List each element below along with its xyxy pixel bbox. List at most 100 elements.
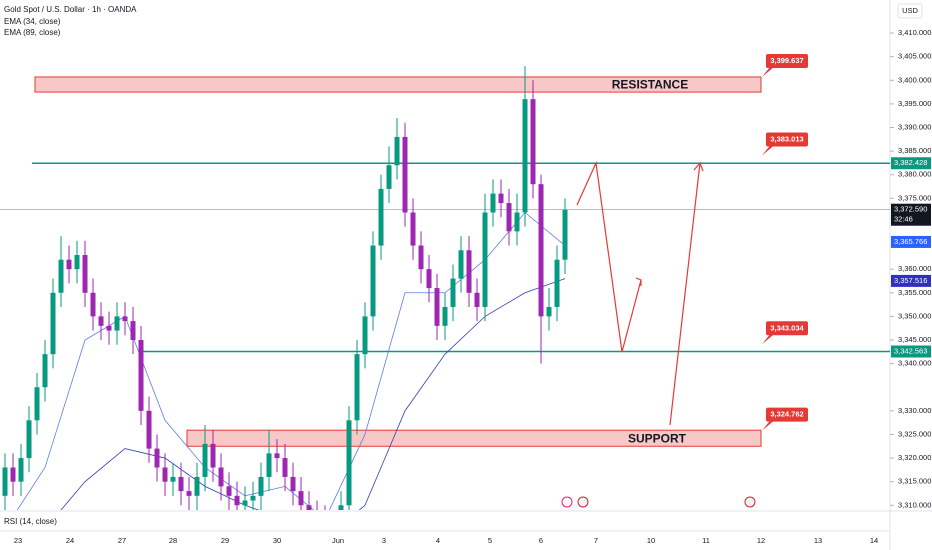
- zone-label: RESISTANCE: [612, 78, 688, 92]
- candle-body: [170, 476, 176, 482]
- ema-line: [60, 278, 566, 510]
- y-tick-label: 3,395.000: [898, 99, 931, 108]
- x-tick-label: 23: [14, 536, 22, 545]
- overlay: [561, 160, 756, 508]
- callout: [766, 132, 808, 147]
- candle-body: [98, 316, 104, 326]
- candle-body: [354, 354, 360, 421]
- price-badge: [891, 345, 931, 358]
- callout-label: 3,399.637: [770, 56, 803, 65]
- candle-body: [482, 212, 488, 307]
- candle-body: [258, 476, 264, 496]
- candle-body: [202, 443, 208, 477]
- x-tick-label: 27: [118, 536, 126, 545]
- ema-badge-label: 3,357.516: [894, 276, 927, 285]
- candle-body: [50, 292, 56, 355]
- projection-arrow: [576, 160, 642, 353]
- y-tick-label: 3,320.000: [898, 453, 931, 462]
- indicator-label: EMA (89, close): [4, 28, 61, 37]
- candle-body: [242, 500, 248, 506]
- candle-body: [82, 255, 88, 293]
- y-tick-label: 3,360.000: [898, 264, 931, 273]
- ema-badge: [891, 274, 931, 287]
- callout: [766, 407, 808, 422]
- candle-body: [146, 410, 152, 449]
- candle-body: [90, 292, 96, 317]
- callout-pointer: [762, 145, 774, 156]
- candle-body: [282, 458, 288, 477]
- zone-label: SUPPORT: [628, 431, 687, 445]
- ema-badge-label: 3,365.766: [894, 237, 927, 246]
- candle-body: [426, 269, 432, 289]
- price-badge-label: 3,382.428: [894, 158, 927, 167]
- currency-button[interactable]: [897, 3, 923, 19]
- candle-body: [42, 354, 48, 388]
- callout-pointer: [762, 334, 774, 345]
- x-tick-label: Jun: [332, 536, 344, 545]
- price-badge: [891, 157, 931, 170]
- event-icon[interactable]: [744, 496, 756, 508]
- zone: [34, 76, 762, 93]
- candle-body: [186, 491, 192, 496]
- y-tick-label: 3,385.000: [898, 146, 931, 155]
- zone: [186, 429, 762, 447]
- projection-arrow: [669, 162, 701, 426]
- candle-body: [554, 259, 560, 307]
- x-tick-label: 3: [382, 536, 386, 545]
- x-tick-label: 4: [436, 536, 440, 545]
- y-tick-label: 3,400.000: [898, 75, 931, 84]
- y-tick-label: 3,355.000: [898, 288, 931, 297]
- candle-body: [466, 250, 472, 293]
- candle-body: [266, 453, 272, 477]
- x-tick-label: 13: [814, 536, 822, 545]
- x-tick-label: 30: [273, 536, 281, 545]
- y-tick-label: 3,350.000: [898, 311, 931, 320]
- plot: [0, 66, 890, 510]
- candle-body: [34, 387, 40, 421]
- y-tick-label: 3,410.000: [898, 28, 931, 37]
- candle-body: [114, 316, 120, 331]
- x-tick-label: 14: [870, 536, 878, 545]
- candle-body: [106, 325, 112, 331]
- candle-body: [474, 292, 480, 307]
- y-tick-label: 3,345.000: [898, 335, 931, 344]
- x-tick-label: 24: [66, 536, 74, 545]
- candle-body: [538, 184, 544, 317]
- candle-body: [306, 505, 312, 510]
- y-tick-label: 3,340.000: [898, 359, 931, 368]
- y-tick-label: 3,375.000: [898, 193, 931, 202]
- event-icon[interactable]: [561, 496, 573, 508]
- x-tick-label: 7: [594, 536, 598, 545]
- callout-label: 3,324.762: [770, 410, 803, 419]
- x-tick-label: 12: [757, 536, 765, 545]
- callout: [766, 321, 808, 336]
- y-tick-label: 3,310.000: [898, 500, 931, 509]
- candle-body: [346, 420, 352, 506]
- y-tick-label: 3,330.000: [898, 406, 931, 415]
- callout-label: 3,343.034: [770, 323, 804, 332]
- candle-body: [122, 316, 128, 322]
- candle-body: [290, 476, 296, 492]
- x-tick-label: 29: [221, 536, 229, 545]
- y-tick-label: 3,315.000: [898, 477, 931, 486]
- candle-body: [226, 486, 232, 496]
- candle-body: [522, 99, 528, 213]
- x-tick-label: 11: [702, 536, 710, 545]
- candle-body: [298, 491, 304, 506]
- y-tick-label: 3,325.000: [898, 429, 931, 438]
- candle-body: [74, 255, 80, 270]
- candle-body: [458, 250, 464, 279]
- ema-badge: [891, 235, 931, 248]
- last-price-badge: [891, 203, 931, 226]
- candle-body: [410, 212, 416, 246]
- y-tick-label: 3,390.000: [898, 122, 931, 131]
- candle-body: [162, 467, 168, 482]
- candle-body: [378, 188, 384, 246]
- currency: USD: [902, 6, 918, 15]
- callout-label: 3,383.013: [770, 134, 803, 143]
- countdown: 32:46: [894, 215, 913, 224]
- candle-body: [530, 99, 536, 185]
- event-icon[interactable]: [577, 496, 589, 508]
- callout-pointer: [762, 66, 774, 77]
